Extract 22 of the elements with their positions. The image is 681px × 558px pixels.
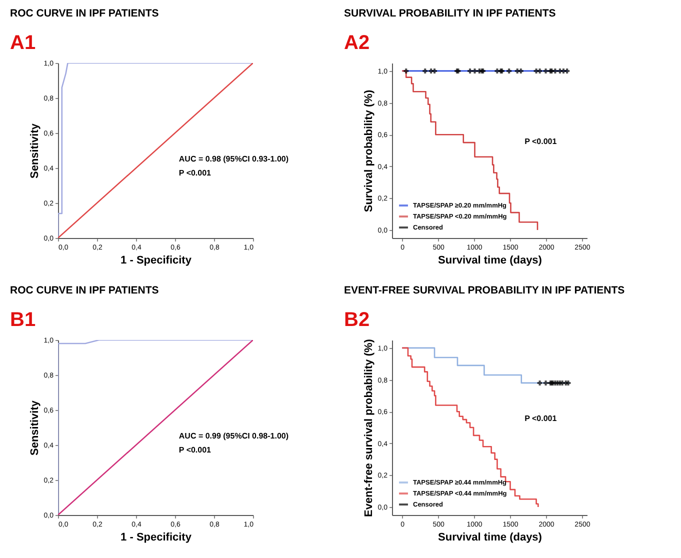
text: B1 [10,309,36,331]
annotation: P <0.001 [178,445,212,454]
chart-title: ROC CURVE IN IPF PATIENTS [10,284,159,296]
y-axis-title: Sensitivity [28,400,41,456]
x-axis-title: 1 - Specificity [120,254,192,266]
y-axis-title: Event-free survival probability (%) [362,338,375,517]
annotation: P <0.001 [524,136,558,146]
text: A2 [344,32,370,54]
chart-title: SURVIVAL PROBABILITY IN IPF PATIENTS [344,8,556,20]
annotation: P <0.001 [524,414,558,423]
y-axis-title: Survival probability (%) [362,90,375,212]
text: B2 [344,309,370,331]
chart-title: ROC CURVE IN IPF PATIENTS [10,8,159,20]
annotation: P <0.001 [178,168,212,178]
chart-title: EVENT-FREE SURVIVAL PROBABILITY IN IPF PATIENTS [344,284,625,296]
x-axis-title: Survival time (days) [438,532,542,544]
annotation: AUC = 0.98 (95%CI 0.93-1.00) [178,154,289,164]
text: A1 [10,32,36,54]
annotation: AUC = 0.99 (95%CI 0.98-1.00) [178,431,289,440]
y-axis-title: Sensitivity [28,122,41,179]
x-axis-title: Survival time (days) [438,254,542,266]
x-axis-title: 1 - Specificity [120,532,192,544]
